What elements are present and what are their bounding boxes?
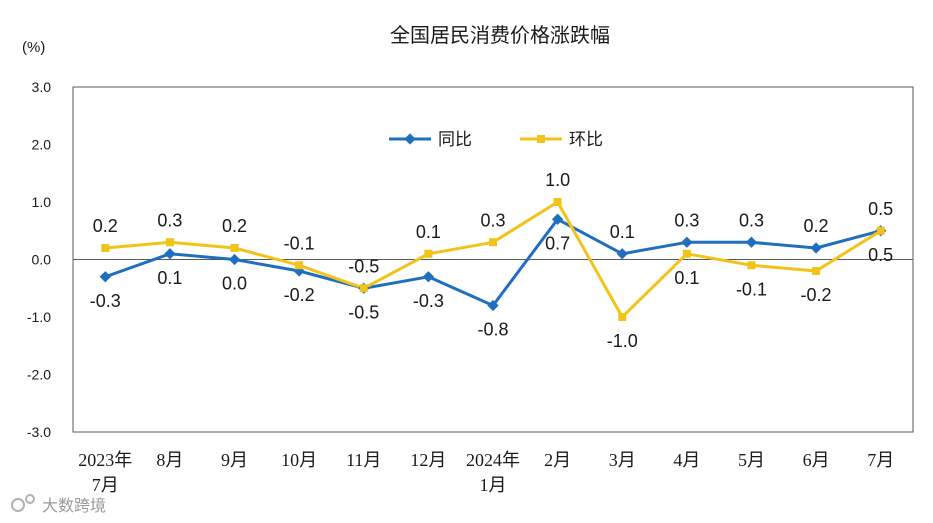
x-tick-label: 10月 [281,450,317,470]
point-marker-series-1 [99,271,111,283]
y-unit-label: (%) [22,39,45,56]
point-marker-series-1 [551,213,564,225]
data-label-series-1: 0.5 [868,245,893,265]
data-label-series-2: -0.5 [348,256,379,276]
point-marker-series-1 [487,299,499,312]
point-marker-series-2 [812,267,821,275]
x-tick-label: 7月 [867,450,894,470]
point-marker-series-1 [422,271,435,283]
y-tick-label: 0.0 [32,252,52,268]
point-marker-series-2 [101,244,110,252]
series-layer [99,198,887,321]
data-label-series-1: -0.5 [348,302,379,322]
data-label-series-1: 0.3 [674,210,699,230]
y-tick-label: -3.0 [27,424,51,440]
point-marker-series-2 [230,244,239,252]
square-marker-icon [537,135,545,143]
data-label-series-1: -0.3 [413,291,444,311]
watermark: 大数跨境 [11,494,106,515]
legend-label-series-1: 同比 [438,130,472,150]
data-label-series-1: 0.0 [222,274,247,294]
x-tick-label: 2023年 [78,450,132,470]
point-marker-series-2 [295,261,304,270]
x-tick-label: 8月 [156,450,183,470]
watermark-text: 大数跨境 [42,496,106,515]
point-marker-series-2 [424,249,433,258]
point-marker-series-2 [489,238,497,247]
data-label-series-1: 0.3 [739,210,764,230]
data-label-series-2: -0.1 [736,279,767,299]
data-label-series-2: 0.3 [480,210,505,230]
data-label-series-2: -0.2 [801,285,832,305]
x-tick-label: 1月 [480,475,507,495]
y-tick-label: -1.0 [27,309,51,325]
point-marker-series-1 [681,236,693,248]
x-tick-label: 12月 [410,450,446,470]
y-tick-label: 1.0 [32,194,52,210]
data-label-series-1: 0.1 [610,222,635,242]
point-marker-series-1 [616,248,628,260]
data-label-series-2: 0.3 [157,210,182,230]
x-tick-label: 2024年 [466,450,520,470]
data-label-series-1: -0.2 [284,285,315,305]
point-marker-series-1 [745,236,758,248]
point-marker-series-1 [810,242,822,254]
data-label-series-1: 0.7 [545,233,570,253]
legend-label-series-2: 环比 [569,130,603,150]
data-labels: -0.3 0.1 0.0 -0.2 -0.5 -0.3 -0.8 0.7 0.1 0.3 0.3 0.… [90,170,893,351]
y-tick-label: 3.0 [32,79,52,95]
diamond-marker-icon [404,133,416,145]
point-marker-series-2 [165,238,174,247]
point-marker-series-2 [682,249,691,258]
x-tick-label: 3月 [609,450,636,470]
data-label-series-2: -0.1 [284,233,315,253]
data-label-series-1: 0.1 [157,268,182,288]
point-marker-series-1 [228,253,241,266]
point-marker-series-2 [876,226,885,235]
point-marker-series-1 [164,248,176,260]
data-label-series-1: -0.8 [477,320,508,340]
point-marker-series-2 [747,261,756,270]
data-label-series-2: 0.1 [416,222,441,242]
watermark-logo-icon [11,494,35,512]
data-label-series-2: 0.2 [222,216,247,236]
y-tick-label: 2.0 [32,137,52,153]
x-tick-label: 7月 [92,475,119,495]
data-label-series-2: 1.0 [545,170,570,190]
point-marker-series-2 [359,284,368,293]
x-tick-label: 2月 [544,450,571,470]
point-marker-series-2 [553,198,562,206]
x-tick-label: 4月 [673,450,700,470]
data-label-series-1: 0.2 [804,216,829,236]
y-tick-label: -2.0 [27,367,51,383]
x-tick-label: 5月 [738,450,765,470]
data-label-series-2: 0.5 [868,199,893,219]
data-label-series-2: 0.2 [93,216,118,236]
chart-title: 全国居民消费价格涨跌幅 [390,23,610,47]
data-label-series-2: -1.0 [607,331,638,351]
data-label-series-2: 0.1 [674,268,699,288]
y-axis-ticks: 3.0 2.0 1.0 0.0 -1.0 -2.0 -3.0 [27,79,51,440]
data-label-series-1: -0.3 [90,291,121,311]
point-marker-series-2 [618,313,627,321]
x-tick-label: 6月 [803,450,830,470]
x-tick-label: 11月 [346,450,381,470]
x-tick-label: 9月 [221,450,248,470]
x-axis-ticks: 2023年 7月 8月 9月 10月 11月 12月 2024年 1月 2月 3月 4月 5月 6月 7月 [78,450,894,495]
legend: 同比 环比 [389,130,603,150]
